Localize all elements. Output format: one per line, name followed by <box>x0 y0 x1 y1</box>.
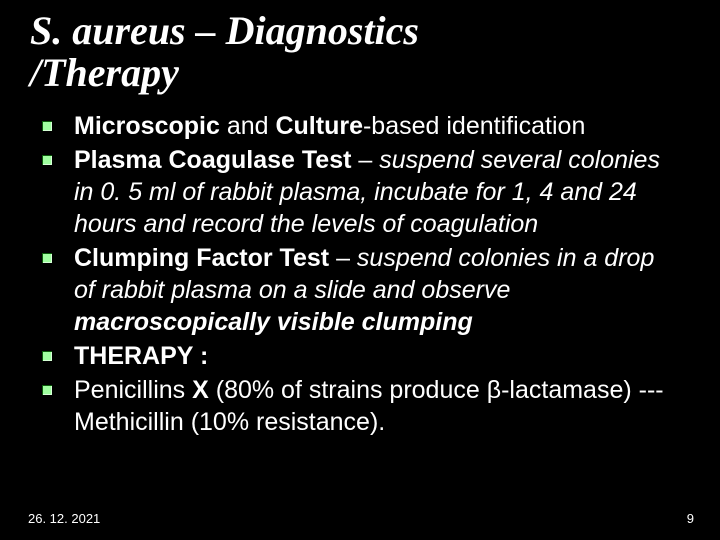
list-item: THERAPY : <box>74 340 682 372</box>
slide-body: Microscopic and Culture-based identifica… <box>30 110 690 438</box>
text-run: Microscopic <box>74 112 220 140</box>
text-run: THERAPY : <box>74 342 208 370</box>
item-text-2: Clumping Factor Test – suspend colonies … <box>74 242 682 338</box>
bullet-icon <box>42 351 52 361</box>
slide: S. aureus – Diagnostics /Therapy Microsc… <box>0 0 720 540</box>
text-run: X <box>192 376 209 404</box>
footer-page-number: 9 <box>687 511 694 526</box>
list-item: Microscopic and Culture-based identifica… <box>74 110 682 142</box>
bullet-icon <box>42 155 52 165</box>
text-run: – <box>351 146 379 174</box>
bullet-icon <box>42 385 52 395</box>
list-item: Clumping Factor Test – suspend colonies … <box>74 242 682 338</box>
text-run: Clumping Factor Test <box>74 244 336 272</box>
list-item: Penicillins X (80% of strains produce β-… <box>74 374 682 438</box>
list-item: Plasma Coagulase Test – suspend several … <box>74 144 682 240</box>
item-text-3: THERAPY : <box>74 340 682 372</box>
item-text-0: Microscopic and Culture-based identifica… <box>74 110 682 142</box>
title-line-1: S. aureus – Diagnostics <box>30 8 419 53</box>
text-run: Penicillins <box>74 376 192 404</box>
footer-date: 26. 12. 2021 <box>28 511 100 526</box>
text-run: Culture <box>275 112 363 140</box>
title-line-2: /Therapy <box>30 50 179 95</box>
text-run: -based identification <box>363 112 585 140</box>
text-run: macroscopically visible clumping <box>74 308 473 336</box>
text-run: and <box>220 112 276 140</box>
item-text-4: Penicillins X (80% of strains produce β-… <box>74 374 682 438</box>
bullet-icon <box>42 121 52 131</box>
item-text-1: Plasma Coagulase Test – suspend several … <box>74 144 682 240</box>
text-run: – <box>336 244 357 272</box>
bullet-icon <box>42 253 52 263</box>
slide-title: S. aureus – Diagnostics /Therapy <box>30 10 690 94</box>
text-run: Plasma Coagulase Test <box>74 146 351 174</box>
